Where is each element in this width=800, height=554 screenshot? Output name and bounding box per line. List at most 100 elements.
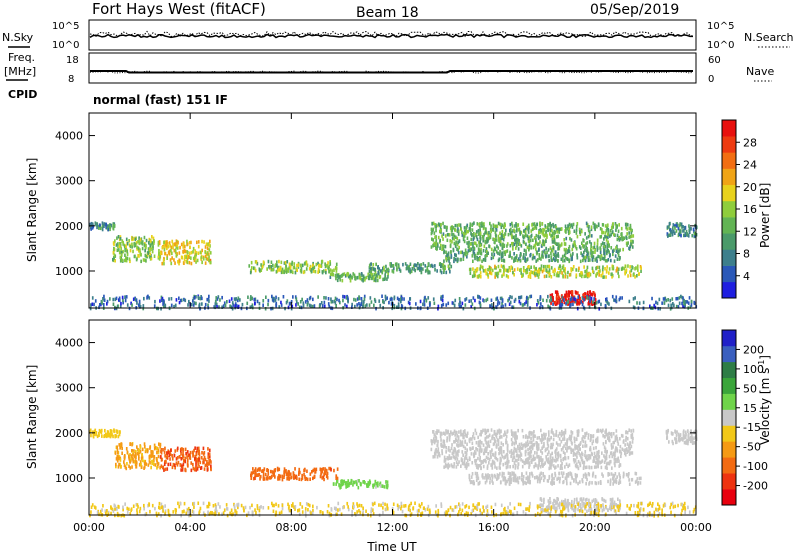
data-cell [548,268,551,272]
data-cell [464,446,467,450]
data-cell [689,226,691,231]
data-cell [473,454,475,459]
data-cell [536,258,539,262]
data-cell [531,472,533,476]
data-cell [456,434,458,438]
data-cell [568,244,571,249]
data-cell [492,442,495,447]
data-cell [517,237,519,242]
data-cell [113,256,115,260]
data-cell [259,468,261,472]
data-cell [295,300,298,304]
velocity-data-cells [89,428,698,518]
data-cell [467,249,470,253]
data-cell [276,260,278,264]
data-cell [152,241,154,245]
data-cell [597,270,600,274]
data-cell [601,508,604,513]
data-cell [624,451,626,456]
data-cell [180,464,183,468]
data-cell [554,241,557,246]
data-cell [491,434,494,439]
data-cell [311,304,314,309]
data-cell [449,239,452,243]
data-cell [624,264,627,269]
data-cell [491,303,493,307]
data-cell [139,251,142,255]
data-cell [591,257,594,262]
data-cell [192,256,195,261]
data-cell [610,233,612,237]
data-cell [582,474,585,479]
data-cell [520,477,523,482]
data-cell [532,454,535,458]
data-cell [138,249,140,253]
data-cell [520,458,522,462]
data-cell [580,271,582,275]
data-cell [519,448,521,452]
data-cell [302,301,305,305]
data-cell [483,299,485,303]
data-cell [303,269,306,274]
data-cell [570,472,573,476]
data-cell [608,250,610,254]
data-cell [530,234,532,239]
data-cell [139,445,142,449]
data-cell [568,247,570,251]
data-cell [616,233,619,238]
data-cell [517,465,519,470]
data-cell [547,460,550,465]
data-cell [597,508,599,513]
data-cell [298,467,301,472]
data-cell [478,300,481,305]
data-cell [504,432,507,436]
data-cell [615,446,617,450]
data-cell [467,462,470,467]
data-cell [446,431,448,435]
data-cell [522,303,525,307]
data-cell [591,441,594,446]
data-cell [400,299,402,304]
data-cell [546,437,549,442]
data-cell [592,434,594,439]
data-cell [474,471,477,476]
data-cell [192,296,195,301]
data-cell [548,476,551,480]
data-cell [624,453,627,457]
data-cell [524,230,527,234]
data-cell [510,448,513,453]
data-cell [532,245,535,250]
data-cell [551,232,554,236]
data-cell [548,272,551,277]
data-cell [539,235,541,239]
data-cell [382,277,384,282]
data-cell [185,255,187,259]
data-cell [194,454,196,459]
data-cell [208,243,211,247]
data-cell [625,448,627,452]
data-cell [574,300,577,304]
data-cell [579,301,581,305]
data-cell [431,222,434,226]
n-search-label: N.Search [744,31,794,44]
data-cell [484,476,486,480]
data-cell [163,248,166,252]
data-cell [464,229,466,234]
data-cell [335,276,337,281]
data-cell [175,254,178,258]
data-cell [564,255,567,260]
data-cell [623,266,626,271]
data-cell [515,431,517,435]
data-cell [486,475,488,480]
data-cell [321,304,324,308]
data-cell [545,254,548,258]
data-cell [554,258,556,263]
data-cell [615,479,618,484]
data-cell [450,456,453,460]
data-cell [458,304,461,309]
data-cell [616,447,618,451]
data-cell [540,440,543,445]
data-cell [503,450,505,454]
data-cell [101,221,104,225]
